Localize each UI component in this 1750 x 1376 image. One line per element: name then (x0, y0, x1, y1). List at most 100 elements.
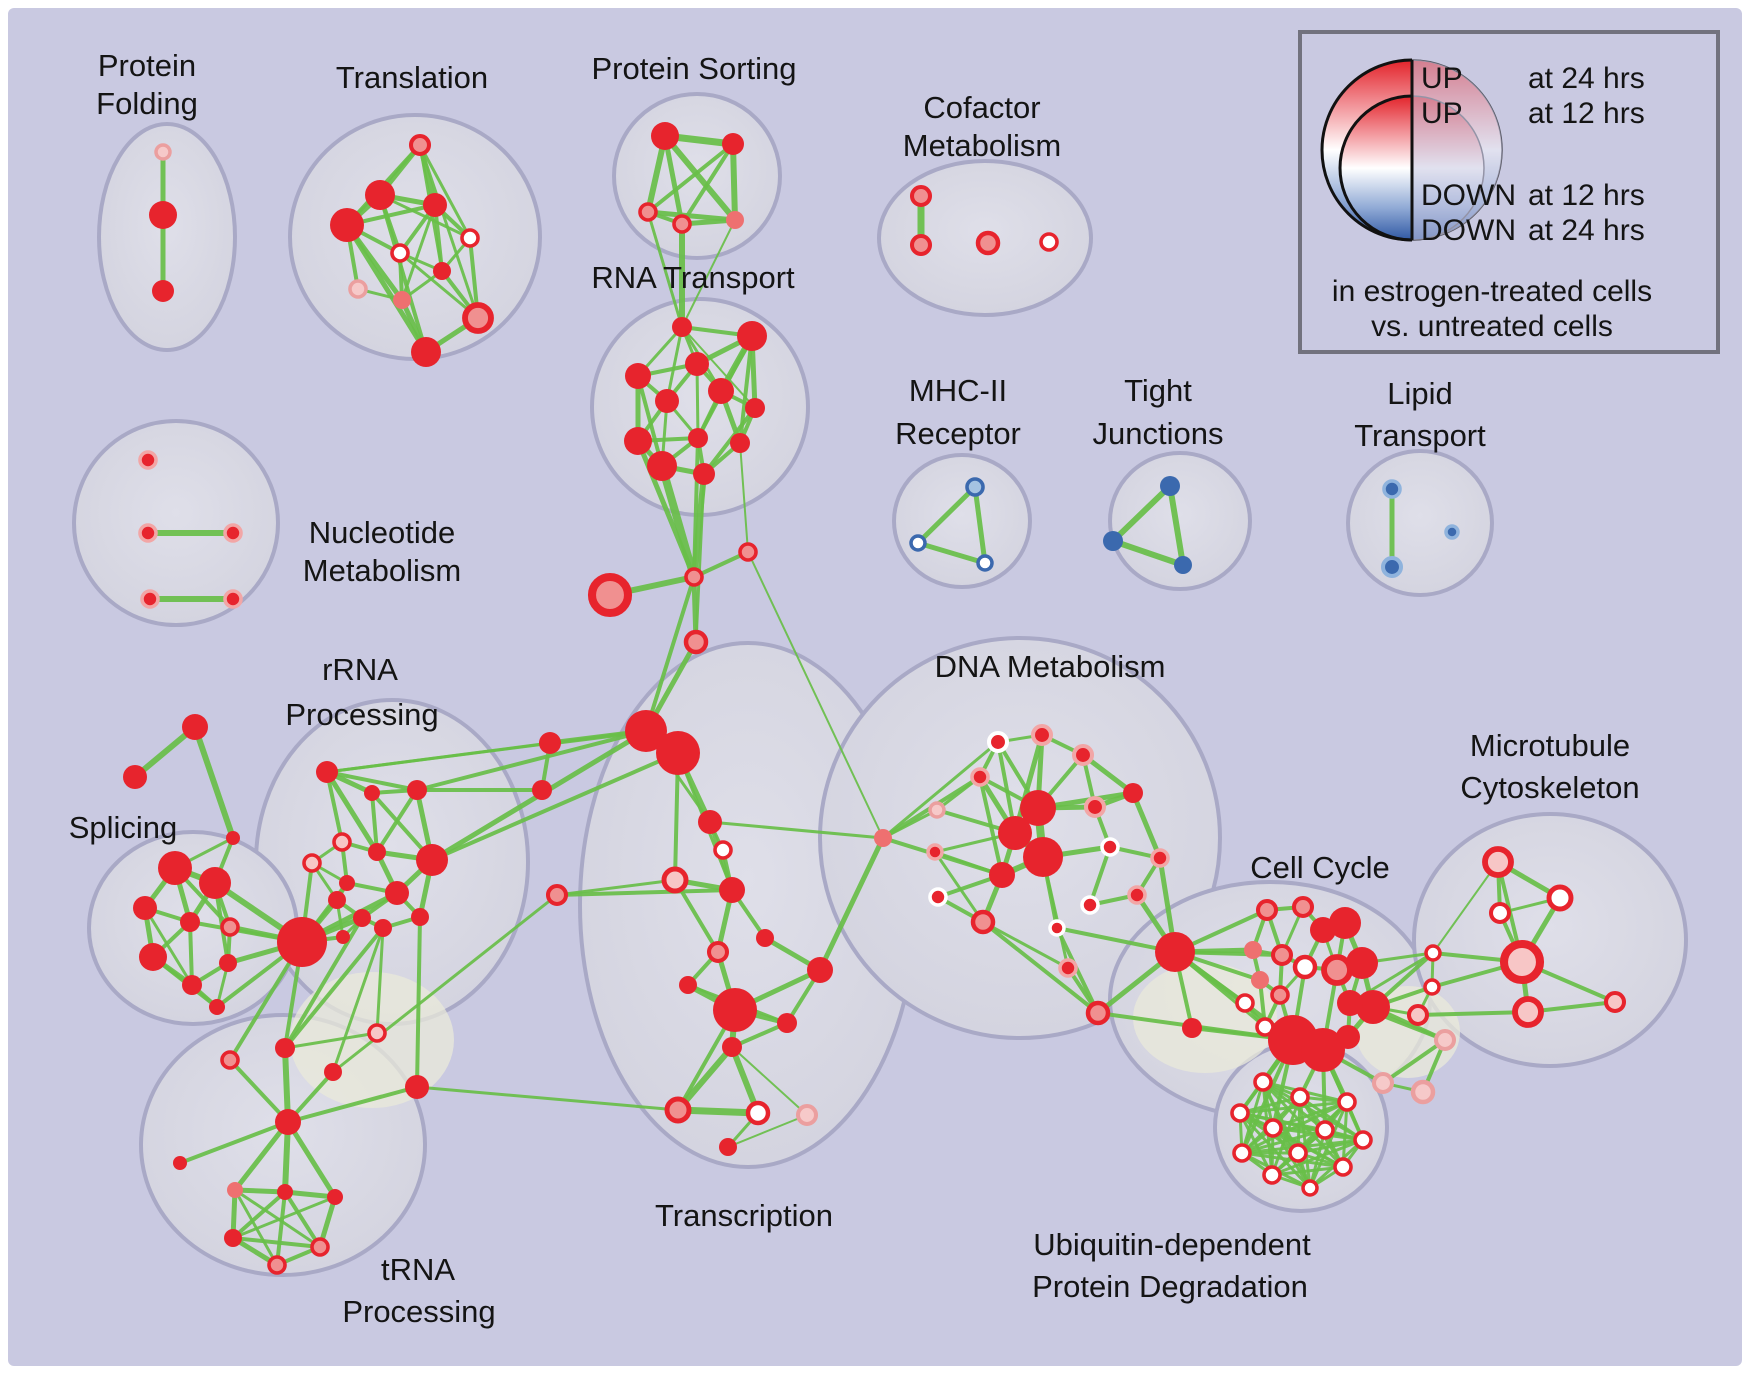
legend-footer-line: vs. untreated cells (1371, 310, 1613, 343)
node (685, 352, 709, 376)
edge (692, 550, 750, 579)
node (1346, 947, 1378, 979)
node (1127, 885, 1147, 905)
node (625, 710, 667, 752)
node (1083, 795, 1107, 819)
node (1423, 978, 1441, 996)
edge (695, 362, 700, 440)
node (1251, 971, 1269, 989)
edge (143, 906, 194, 987)
node (1301, 1179, 1319, 1197)
bubble-protein-folding (97, 122, 237, 352)
legend: UP at 24 hrs UP at 12 hrs DOWN at 12 hrs DOWN a… (1298, 30, 1720, 354)
cluster-label: Receptor (895, 416, 1021, 451)
edge (324, 769, 380, 855)
node (1321, 954, 1353, 986)
legend-fade-right-half (1412, 60, 1502, 240)
edge (681, 326, 756, 409)
node (909, 534, 927, 552)
node (182, 975, 202, 995)
edge (1055, 926, 1177, 954)
node (1512, 996, 1544, 1028)
edge (662, 133, 738, 223)
node (277, 917, 327, 967)
legend-time-label: at 24 hrs (1528, 214, 1645, 247)
cluster-label: Nucleotide (309, 515, 455, 550)
node (353, 909, 371, 927)
edge (325, 770, 344, 844)
edge (1055, 926, 1100, 1015)
edge (702, 406, 757, 476)
cluster-label: Processing (285, 697, 438, 732)
node (199, 867, 231, 899)
node (874, 829, 892, 847)
node (756, 929, 774, 947)
node (1603, 990, 1627, 1014)
node (708, 378, 734, 404)
node (1085, 1000, 1111, 1026)
node (713, 840, 733, 860)
node (123, 765, 147, 789)
node (989, 862, 1015, 888)
node (909, 184, 933, 208)
node (1270, 943, 1294, 967)
edge (933, 850, 985, 924)
cluster-label: Processing (342, 1294, 495, 1329)
node (324, 1063, 342, 1081)
edge (694, 472, 706, 644)
node (1288, 1143, 1308, 1163)
cluster-label: Protein (98, 48, 196, 83)
edge (915, 540, 988, 566)
edge (1238, 1100, 1349, 1115)
edge (178, 1120, 290, 1165)
cluster-label: Microtubule (1470, 728, 1630, 763)
edge (636, 374, 664, 468)
edge (1110, 538, 1186, 568)
edge (881, 740, 1000, 840)
node (795, 1103, 819, 1127)
cluster-label: Lipid (1387, 376, 1453, 411)
edge (817, 835, 886, 973)
node (965, 477, 985, 497)
node (365, 180, 395, 210)
node (713, 988, 757, 1032)
cluster-label: Protein Degradation (1032, 1269, 1308, 1304)
edge (375, 926, 385, 1035)
edge (228, 1058, 290, 1124)
edge (331, 893, 559, 1074)
node (385, 881, 409, 905)
node (1030, 723, 1054, 747)
node (411, 337, 441, 367)
node (393, 291, 411, 309)
node (909, 233, 933, 257)
node (227, 1182, 243, 1198)
legend-direction-label: UP (1421, 97, 1463, 130)
node (1244, 941, 1262, 959)
edge (981, 920, 1070, 970)
node (688, 428, 708, 448)
node (368, 843, 386, 861)
bubble-lipid-transport (1346, 449, 1494, 597)
node (719, 877, 745, 903)
node (336, 930, 350, 944)
edge (1130, 790, 1163, 861)
node (738, 542, 758, 562)
node (152, 280, 174, 302)
edge (1270, 1165, 1345, 1177)
cluster-label: Translation (336, 60, 488, 95)
legend-time-label: at 12 hrs (1528, 179, 1645, 212)
node (976, 554, 994, 572)
edge (881, 808, 939, 840)
edge (708, 820, 885, 840)
node (1039, 232, 1059, 252)
node (1182, 1018, 1202, 1038)
node (1488, 901, 1512, 925)
node (1230, 1103, 1250, 1123)
node (1382, 479, 1402, 499)
cluster-label: MHC-II (909, 373, 1007, 408)
node (180, 912, 200, 932)
cluster-label: Cell Cycle (1250, 850, 1390, 885)
node (975, 230, 1001, 256)
edge (415, 1085, 680, 1112)
